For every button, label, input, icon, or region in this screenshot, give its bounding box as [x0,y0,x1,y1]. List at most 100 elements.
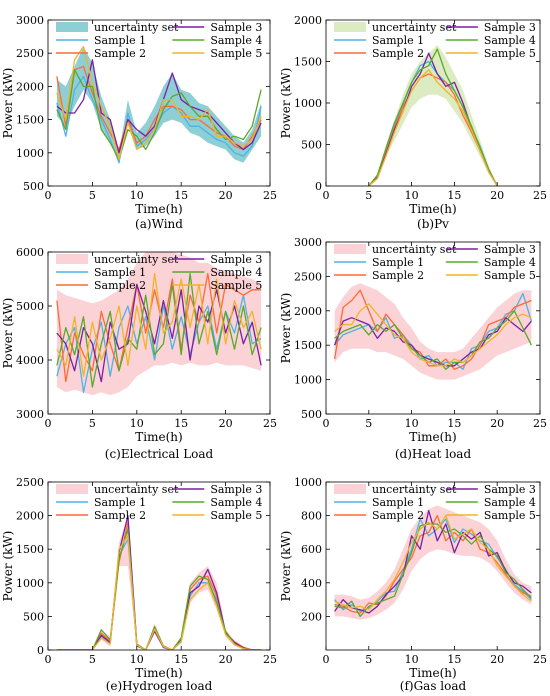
x-tick-label: 10 [130,417,144,430]
x-axis-label: Time(h) [135,666,182,680]
series-line-sample-2 [56,272,262,383]
y-tick-label: 0 [315,180,322,193]
legend-label: Sample 5 [484,47,536,60]
series-line-sample-5 [334,303,532,367]
y-tick-label: 5000 [16,300,44,313]
legend-label: Sample 4 [210,266,262,279]
series-line-sample-5 [56,45,262,161]
legend-label: Sample 2 [94,47,146,60]
legend-label: Sample 2 [372,47,424,60]
legend-label: Sample 5 [210,509,262,522]
y-tick-label: 500 [301,408,322,421]
y-tick-label: 2000 [16,80,44,93]
x-tick-label: 25 [263,417,277,430]
series-line-sample-2 [56,521,262,650]
y-axis-label: Power (kW) [1,298,15,369]
y-tick-label: 500 [23,180,44,193]
y-tick-label: 600 [301,543,322,556]
y-tick-label: 1500 [294,56,322,69]
axes-frame [325,241,541,415]
legend-label: Sample 3 [210,21,262,34]
x-tick-label: 25 [533,189,547,202]
x-axis-label: Time(h) [409,430,456,444]
y-tick-label: 500 [23,610,44,623]
legend-label: uncertainty set [94,21,179,34]
axes-frame [47,19,271,187]
x-tick-label: 20 [219,417,233,430]
axes-frame [47,481,271,651]
series-line-sample-4 [368,48,498,186]
legend-label: Sample 2 [372,269,424,282]
x-tick-label: 15 [174,653,188,666]
panel-caption: (a)Wind [135,217,183,231]
legend-label: Sample 4 [210,496,262,509]
legend-label: Sample 4 [484,256,536,269]
x-tick-label: 15 [447,417,461,430]
x-tick-label: 15 [174,417,188,430]
x-tick-label: 0 [323,189,330,202]
legend-label: uncertainty set [372,483,457,496]
legend-label: Sample 3 [484,243,536,256]
x-tick-label: 10 [405,653,419,666]
y-axis-label: Power (kW) [279,68,293,139]
y-tick-label: 1000 [294,374,322,387]
panel-caption: (b)Pv [417,217,449,231]
x-tick-label: 25 [533,417,547,430]
legend-label: Sample 2 [94,509,146,522]
series-line-sample-2 [333,289,532,370]
legend-swatch-uncertainty-set [56,484,88,494]
legend-swatch-uncertainty-set [334,244,366,254]
legend-swatch-uncertainty-set [334,484,366,494]
chart-panel-5: 0 5 10 15 20 25 0 500 1000 1500 2000 2500 Time(h) Pow… [1,476,277,693]
legend-label: Sample 4 [210,34,262,47]
legend-label: Sample 1 [372,256,424,269]
y-axis-label: Power (kW) [1,531,15,602]
x-tick-label: 20 [219,189,233,202]
legend-label: uncertainty set [372,21,457,34]
x-tick-label: 5 [89,189,96,202]
x-axis-label: Time(h) [409,202,456,216]
panel-caption: (d)Heat load [395,447,472,461]
series-line-sample-4 [56,528,262,650]
x-tick-label: 15 [447,189,461,202]
x-tick-label: 20 [219,653,233,666]
legend-label: Sample 1 [94,496,146,509]
y-tick-label: 2000 [16,510,44,523]
y-axis-label: Power (kW) [1,68,15,139]
legend-label: Sample 1 [94,34,146,47]
legend-label: Sample 5 [210,47,262,60]
y-tick-label: 3000 [16,14,44,27]
series-line-sample-5 [334,514,532,611]
y-tick-label: 3000 [294,236,322,249]
legend-label: uncertainty set [372,243,457,256]
series-line-sample-5 [56,535,262,650]
x-tick-label: 10 [405,189,419,202]
uncertainty-band [56,515,262,650]
legend-label: Sample 2 [372,509,424,522]
series-line-sample-4 [334,523,532,618]
x-tick-label: 15 [447,653,461,666]
panel-caption: (f)Gas load [400,679,467,693]
x-tick-label: 5 [365,189,372,202]
y-axis-label: Power (kW) [279,531,293,602]
legend-label: uncertainty set [94,253,179,266]
chart-panel-2: 0 5 10 15 20 25 0 500 1000 1500 2000 Time(h) Power (… [279,14,547,231]
x-tick-label: 0 [45,417,52,430]
x-tick-label: 5 [89,417,96,430]
y-tick-label: 2500 [16,47,44,60]
series-line-sample-4 [334,310,532,370]
legend-label: Sample 1 [372,34,424,47]
legend-label: Sample 5 [484,509,536,522]
legend-label: uncertainty set [94,483,179,496]
legend-label: Sample 5 [484,269,536,282]
x-tick-label: 20 [490,417,504,430]
y-tick-label: 2500 [294,270,322,283]
x-tick-label: 10 [130,653,144,666]
x-tick-label: 25 [533,653,547,666]
axes-frame [325,481,541,651]
y-tick-label: 6000 [16,246,44,259]
